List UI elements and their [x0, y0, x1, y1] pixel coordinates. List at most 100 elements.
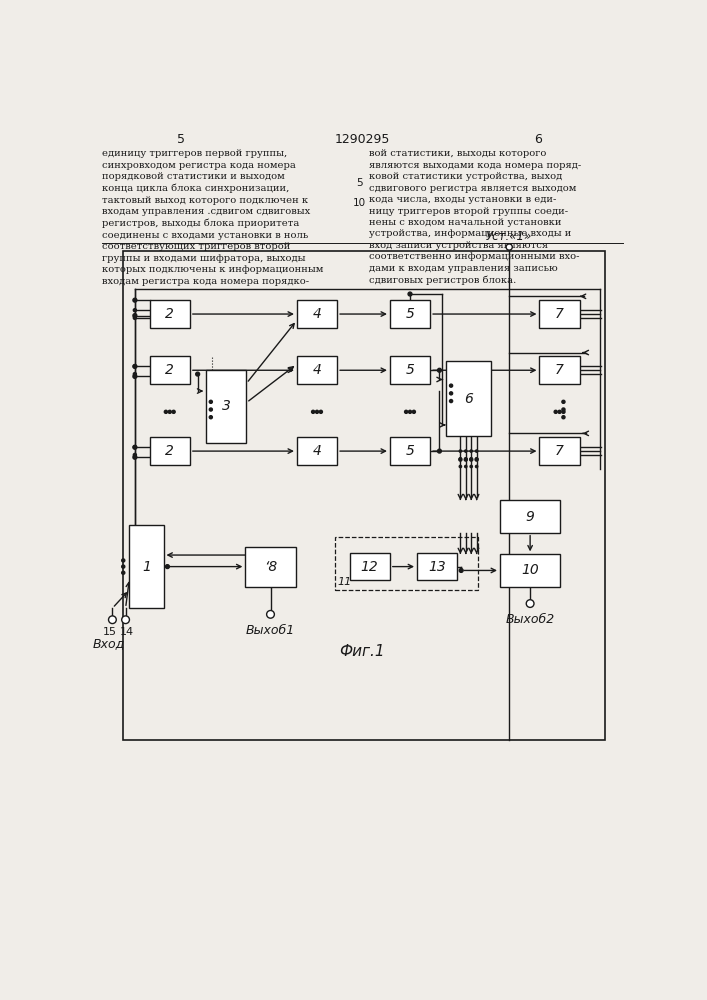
Text: 5: 5 — [406, 307, 414, 321]
Text: Уст.«1»: Уст.«1» — [486, 230, 532, 243]
Circle shape — [209, 416, 212, 419]
Bar — [206, 370, 247, 443]
Circle shape — [562, 416, 565, 419]
Bar — [150, 356, 190, 384]
Circle shape — [554, 410, 557, 413]
Text: 1: 1 — [142, 560, 151, 574]
Circle shape — [122, 565, 125, 568]
Circle shape — [267, 610, 274, 618]
Text: 10: 10 — [521, 563, 539, 577]
Text: 10: 10 — [353, 198, 366, 208]
Circle shape — [320, 410, 322, 413]
Bar — [150, 300, 190, 328]
Circle shape — [109, 616, 116, 624]
Circle shape — [476, 465, 478, 468]
Circle shape — [409, 410, 411, 413]
Text: 5: 5 — [177, 133, 185, 146]
Circle shape — [133, 374, 137, 378]
Circle shape — [134, 446, 136, 449]
Text: 2: 2 — [165, 307, 174, 321]
Circle shape — [470, 458, 472, 460]
Text: 4: 4 — [312, 363, 322, 377]
Circle shape — [459, 458, 462, 461]
Text: 9: 9 — [526, 510, 534, 524]
Circle shape — [133, 455, 137, 459]
Bar — [297, 437, 337, 465]
Text: Вход: Вход — [93, 637, 124, 650]
Text: 11: 11 — [337, 577, 351, 587]
Text: 7: 7 — [555, 444, 564, 458]
Bar — [297, 356, 337, 384]
Circle shape — [464, 450, 467, 452]
Text: Фиг.1: Фиг.1 — [339, 644, 385, 659]
Text: 12: 12 — [361, 560, 378, 574]
Circle shape — [122, 616, 129, 624]
Circle shape — [450, 384, 452, 387]
Circle shape — [122, 571, 125, 574]
Circle shape — [133, 364, 137, 368]
Text: Выхоб2: Выхоб2 — [506, 613, 555, 626]
Text: 2: 2 — [165, 363, 174, 377]
Circle shape — [209, 400, 212, 403]
Bar — [390, 300, 430, 328]
Text: 6: 6 — [534, 133, 542, 146]
Circle shape — [450, 392, 452, 395]
Circle shape — [460, 569, 463, 572]
Circle shape — [464, 458, 467, 460]
Text: 6: 6 — [464, 392, 472, 406]
Text: 4: 4 — [312, 307, 322, 321]
Circle shape — [134, 309, 136, 312]
Circle shape — [164, 410, 168, 413]
Circle shape — [506, 244, 513, 250]
Bar — [539, 356, 580, 384]
Circle shape — [133, 298, 137, 302]
Bar — [245, 547, 296, 587]
Text: 15: 15 — [103, 627, 117, 637]
Circle shape — [312, 410, 315, 413]
Text: 5: 5 — [406, 444, 414, 458]
Circle shape — [470, 465, 472, 468]
Circle shape — [133, 314, 137, 318]
Circle shape — [165, 565, 170, 569]
Bar — [417, 553, 457, 580]
Bar — [335, 537, 478, 590]
Text: Выхоб1: Выхоб1 — [246, 624, 295, 637]
Circle shape — [476, 450, 478, 452]
Bar — [539, 437, 580, 465]
Circle shape — [450, 400, 452, 403]
Bar — [539, 300, 580, 328]
Circle shape — [438, 449, 441, 453]
Bar — [390, 356, 430, 384]
Circle shape — [122, 559, 125, 562]
Circle shape — [134, 453, 136, 456]
Bar — [500, 554, 561, 587]
Bar — [390, 437, 430, 465]
Text: ‘8: ‘8 — [264, 560, 277, 574]
Bar — [123, 251, 605, 740]
Circle shape — [134, 365, 136, 368]
Text: 5: 5 — [356, 178, 363, 188]
Circle shape — [460, 450, 462, 452]
Text: единицу триггеров первой группы,
синхровходом регистра кода номера
порядковой ст: единицу триггеров первой группы, синхров… — [103, 149, 324, 286]
Text: 7: 7 — [555, 307, 564, 321]
Circle shape — [464, 458, 467, 461]
Text: 3: 3 — [222, 399, 230, 413]
Circle shape — [526, 600, 534, 607]
Circle shape — [172, 410, 175, 413]
Circle shape — [476, 458, 478, 460]
Circle shape — [562, 410, 565, 413]
Circle shape — [315, 410, 319, 413]
Text: 13: 13 — [428, 560, 446, 574]
Circle shape — [460, 465, 462, 468]
Text: вой статистики, выходы которого
являются выходами кода номера поряд-
ковой стати: вой статистики, выходы которого являются… — [369, 149, 581, 285]
Circle shape — [408, 292, 412, 296]
Circle shape — [558, 410, 561, 413]
Circle shape — [464, 465, 467, 468]
Bar — [445, 361, 491, 436]
Circle shape — [209, 408, 212, 411]
Circle shape — [470, 450, 472, 452]
Text: 5: 5 — [406, 363, 414, 377]
Bar — [129, 525, 163, 608]
Text: 1290295: 1290295 — [334, 133, 390, 146]
Circle shape — [562, 400, 565, 403]
